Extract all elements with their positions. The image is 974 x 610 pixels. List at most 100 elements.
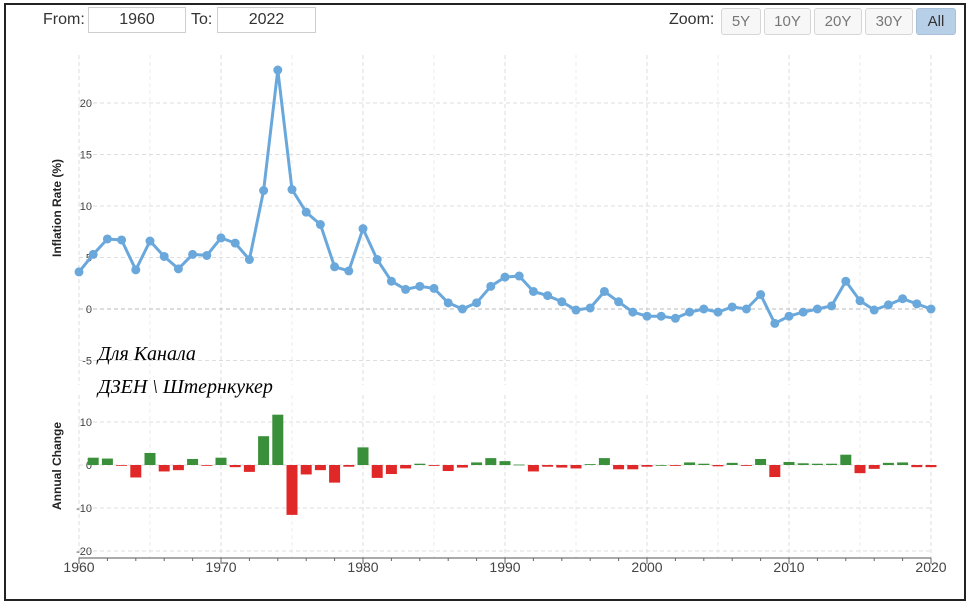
inflation-data-point[interactable] <box>841 276 851 286</box>
inflation-data-point[interactable] <box>528 286 538 296</box>
annual-change-bar[interactable] <box>400 465 412 469</box>
annual-change-bar[interactable] <box>187 458 199 465</box>
annual-change-bar[interactable] <box>272 414 284 465</box>
inflation-data-point[interactable] <box>472 298 482 308</box>
inflation-data-point[interactable] <box>784 311 794 321</box>
inflation-data-point[interactable] <box>273 65 283 75</box>
annual-change-bar[interactable] <box>925 465 937 468</box>
annual-change-bar[interactable] <box>840 454 852 465</box>
annual-change-bar[interactable] <box>769 465 781 478</box>
annual-change-bar[interactable] <box>343 465 355 467</box>
zoom-10y-button[interactable]: 10Y <box>764 8 811 35</box>
annual-change-bar[interactable] <box>726 462 738 465</box>
annual-change-bar[interactable] <box>655 465 667 466</box>
zoom-5y-button[interactable]: 5Y <box>721 8 761 35</box>
zoom-20y-button[interactable]: 20Y <box>814 8 862 35</box>
inflation-data-point[interactable] <box>301 207 311 217</box>
annual-change-bar[interactable] <box>513 464 525 466</box>
annual-change-bar[interactable] <box>854 465 866 474</box>
annual-change-bar[interactable] <box>542 465 554 467</box>
annual-change-bar[interactable] <box>797 463 809 465</box>
inflation-data-point[interactable] <box>741 304 751 314</box>
inflation-data-point[interactable] <box>173 264 183 274</box>
inflation-data-point[interactable] <box>145 236 155 246</box>
inflation-data-point[interactable] <box>926 304 936 314</box>
inflation-data-point[interactable] <box>599 286 609 296</box>
to-date-input[interactable]: 2022 <box>217 7 316 33</box>
annual-change-bar[interactable] <box>87 457 99 465</box>
annual-change-bar[interactable] <box>471 462 483 465</box>
annual-change-bar[interactable] <box>698 463 710 465</box>
inflation-data-point[interactable] <box>486 281 496 291</box>
annual-change-bar[interactable] <box>101 458 113 465</box>
inflation-data-point[interactable] <box>457 304 467 314</box>
annual-change-bar[interactable] <box>201 465 213 466</box>
annual-change-bar[interactable] <box>584 464 596 465</box>
inflation-data-point[interactable] <box>798 307 808 317</box>
inflation-data-point[interactable] <box>88 249 98 259</box>
inflation-data-point[interactable] <box>415 281 425 291</box>
annual-change-bar[interactable] <box>172 465 184 471</box>
annual-change-bar[interactable] <box>428 465 440 466</box>
inflation-data-point[interactable] <box>102 234 112 244</box>
annual-change-bar[interactable] <box>130 465 142 478</box>
annual-change-bar[interactable] <box>116 465 128 466</box>
annual-change-bar[interactable] <box>911 465 923 468</box>
from-date-input[interactable]: 1960 <box>88 7 186 33</box>
annual-change-bar[interactable] <box>598 458 610 465</box>
inflation-data-point[interactable] <box>159 251 169 261</box>
annual-change-bar[interactable] <box>527 465 539 472</box>
annual-change-bar[interactable] <box>215 457 227 465</box>
inflation-data-point[interactable] <box>344 266 354 276</box>
inflation-data-point[interactable] <box>756 290 766 300</box>
inflation-data-point[interactable] <box>315 220 325 230</box>
inflation-data-point[interactable] <box>372 255 382 265</box>
inflation-data-point[interactable] <box>642 311 652 321</box>
inflation-data-point[interactable] <box>131 265 141 275</box>
inflation-data-point[interactable] <box>855 296 865 306</box>
inflation-data-point[interactable] <box>429 283 439 293</box>
annual-change-bar[interactable] <box>300 465 312 475</box>
annual-change-bar[interactable] <box>258 436 270 465</box>
annual-change-bar[interactable] <box>627 465 639 470</box>
inflation-data-point[interactable] <box>358 224 368 234</box>
inflation-data-point[interactable] <box>117 235 127 245</box>
inflation-data-point[interactable] <box>585 303 595 313</box>
annual-change-bar[interactable] <box>712 465 724 467</box>
inflation-data-point[interactable] <box>685 307 695 317</box>
annual-change-bar[interactable] <box>783 461 795 465</box>
inflation-data-point[interactable] <box>230 238 240 248</box>
inflation-data-point[interactable] <box>614 297 624 307</box>
inflation-data-point[interactable] <box>912 299 922 309</box>
inflation-data-point[interactable] <box>628 307 638 317</box>
inflation-data-point[interactable] <box>699 304 709 314</box>
annual-change-bar[interactable] <box>314 465 326 471</box>
annual-change-bar[interactable] <box>329 465 341 483</box>
annual-change-bar[interactable] <box>158 465 170 472</box>
annual-change-bar[interactable] <box>229 465 241 468</box>
inflation-data-point[interactable] <box>656 311 666 321</box>
inflation-data-point[interactable] <box>216 233 226 243</box>
annual-change-bar[interactable] <box>882 462 894 465</box>
inflation-data-point[interactable] <box>500 272 510 282</box>
inflation-data-point[interactable] <box>812 304 822 314</box>
inflation-data-point[interactable] <box>898 294 908 304</box>
inflation-data-point[interactable] <box>202 250 212 260</box>
annual-change-bar[interactable] <box>243 465 255 472</box>
annual-change-bar[interactable] <box>385 465 397 475</box>
annual-change-bar[interactable] <box>144 452 156 465</box>
inflation-data-point[interactable] <box>386 276 396 286</box>
inflation-data-point[interactable] <box>727 302 737 312</box>
annual-change-bar[interactable] <box>826 463 838 465</box>
annual-change-bar[interactable] <box>811 463 823 465</box>
annual-change-bar[interactable] <box>414 463 426 465</box>
inflation-data-point[interactable] <box>188 249 198 259</box>
inflation-data-point[interactable] <box>401 284 411 294</box>
inflation-data-point[interactable] <box>869 305 879 315</box>
inflation-data-point[interactable] <box>670 313 680 323</box>
inflation-data-point[interactable] <box>330 262 340 272</box>
annual-change-bar[interactable] <box>897 462 909 465</box>
annual-change-bar[interactable] <box>613 465 625 470</box>
annual-change-bar[interactable] <box>485 458 497 465</box>
inflation-data-point[interactable] <box>259 186 269 196</box>
